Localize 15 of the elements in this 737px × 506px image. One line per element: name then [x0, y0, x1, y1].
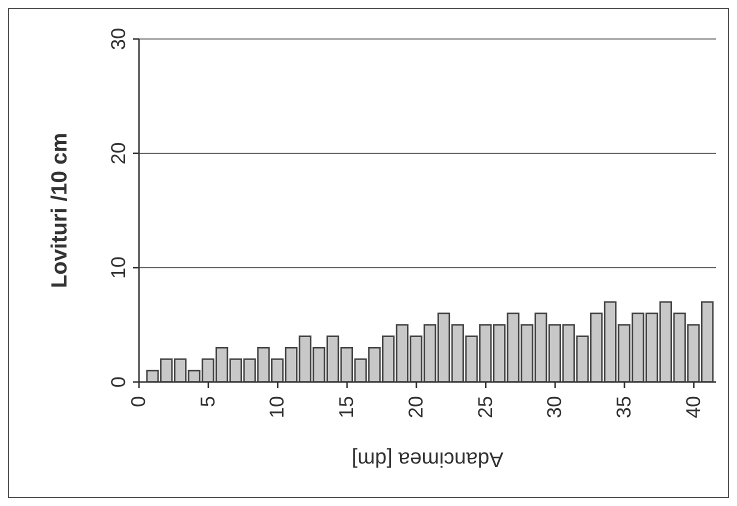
x-axis-title: Adancimea [dm] — [352, 448, 504, 470]
x-tick-label: 0 — [128, 396, 150, 408]
y-axis-title: Lovituri /10 cm — [46, 132, 72, 288]
x-tick-label: 5 — [197, 396, 220, 408]
x-tick-label: 20 — [405, 396, 428, 418]
x-tick-label: 10 — [266, 396, 289, 418]
y-tick-label: 0 — [108, 376, 130, 388]
x-tick-label: 35 — [613, 396, 636, 418]
y-tick-label: 30 — [108, 28, 130, 50]
x-tick-label: 15 — [336, 396, 358, 418]
x-tick-label: 40 — [682, 396, 705, 418]
y-tick-label: 20 — [108, 142, 130, 164]
x-tick-label: 30 — [544, 396, 566, 418]
y-tick-label: 10 — [108, 256, 130, 279]
x-tick-label: 25 — [474, 396, 497, 418]
